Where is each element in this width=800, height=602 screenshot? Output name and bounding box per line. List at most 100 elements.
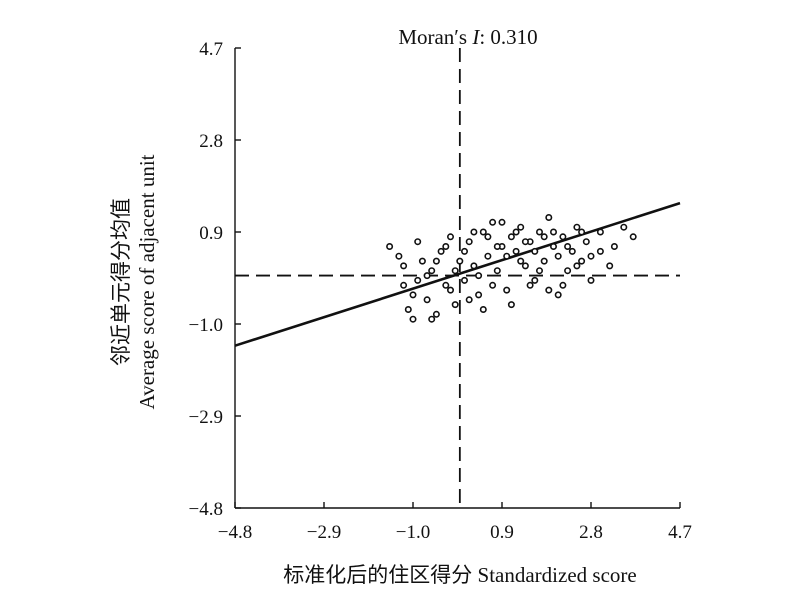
data-point xyxy=(442,243,450,251)
y-tick-label: 2.8 xyxy=(199,131,223,152)
data-point xyxy=(521,238,529,246)
data-point xyxy=(526,281,534,289)
y-axis-label-en: Average score of adjacent unit xyxy=(135,154,159,409)
x-tick-label: −1.0 xyxy=(396,522,430,543)
data-point xyxy=(564,243,572,251)
data-point xyxy=(629,233,637,241)
data-point xyxy=(503,252,511,260)
x-tick-label: 0.9 xyxy=(490,522,514,543)
data-point xyxy=(493,243,501,251)
data-point xyxy=(596,228,604,236)
data-point xyxy=(470,262,478,270)
data-point xyxy=(559,233,567,241)
data-point xyxy=(531,276,539,284)
y-tick-label: 4.7 xyxy=(199,39,223,60)
data-point xyxy=(489,218,497,226)
chart-title: Moran′s I: 0.310 xyxy=(398,25,537,49)
data-point xyxy=(479,305,487,313)
data-point xyxy=(578,257,586,265)
data-point xyxy=(493,267,501,275)
data-point xyxy=(484,233,492,241)
data-point xyxy=(404,305,412,313)
data-point xyxy=(549,243,557,251)
data-point xyxy=(610,243,618,251)
chart-title-suffix: : 0.310 xyxy=(479,25,537,49)
data-point xyxy=(582,238,590,246)
y-tick-label: 0.9 xyxy=(199,223,223,244)
data-point xyxy=(554,252,562,260)
data-point xyxy=(517,257,525,265)
data-point xyxy=(564,267,572,275)
data-point xyxy=(414,238,422,246)
data-point xyxy=(540,257,548,265)
data-point xyxy=(498,218,506,226)
data-point xyxy=(400,262,408,270)
data-point xyxy=(470,228,478,236)
plot-area xyxy=(234,48,681,508)
data-point xyxy=(451,267,459,275)
y-axis-label-cn: 邻近单元得分均值 xyxy=(109,198,133,366)
data-point xyxy=(432,310,440,318)
data-point xyxy=(428,267,436,275)
data-point xyxy=(503,286,511,294)
data-point xyxy=(568,247,576,255)
data-point xyxy=(442,281,450,289)
data-point xyxy=(517,223,525,231)
data-point xyxy=(549,228,557,236)
data-point xyxy=(521,262,529,270)
y-tick-label: −2.9 xyxy=(189,407,223,428)
chart-title-italic: I xyxy=(471,25,480,49)
data-point xyxy=(400,281,408,289)
data-point xyxy=(620,223,628,231)
regression-line xyxy=(234,201,681,347)
data-point xyxy=(475,291,483,299)
data-point xyxy=(535,228,543,236)
data-point xyxy=(578,228,586,236)
data-point xyxy=(484,252,492,260)
data-point xyxy=(386,243,394,251)
data-point xyxy=(432,257,440,265)
data-point xyxy=(418,257,426,265)
data-point xyxy=(409,315,417,323)
data-point xyxy=(606,262,614,270)
data-point xyxy=(535,267,543,275)
data-point xyxy=(465,238,473,246)
x-tick-label: 4.7 xyxy=(668,522,692,543)
data-point xyxy=(531,247,539,255)
data-point xyxy=(437,247,445,255)
data-point xyxy=(451,301,459,309)
data-point xyxy=(479,228,487,236)
data-point xyxy=(573,223,581,231)
x-tick-label: −2.9 xyxy=(307,522,341,543)
x-tick-label: −4.8 xyxy=(218,522,252,543)
data-point xyxy=(596,247,604,255)
data-point xyxy=(465,296,473,304)
data-point xyxy=(446,286,454,294)
data-point xyxy=(395,252,403,260)
data-point xyxy=(587,252,595,260)
data-point xyxy=(423,272,431,280)
data-point xyxy=(507,233,515,241)
data-point xyxy=(554,291,562,299)
chart-title-prefix: Moran′s xyxy=(398,25,472,49)
data-point xyxy=(423,296,431,304)
data-points xyxy=(386,214,637,323)
data-point xyxy=(428,315,436,323)
data-point xyxy=(489,281,497,289)
x-tick-label: 2.8 xyxy=(579,522,603,543)
data-point xyxy=(507,301,515,309)
data-point xyxy=(512,247,520,255)
y-tick-label: −1.0 xyxy=(189,315,223,336)
data-point xyxy=(573,262,581,270)
data-point xyxy=(559,281,567,289)
axes: 4.7 2.8 0.9 −1.0 −2.9 −4.8−4.8 −2.9 −1.0 0.9 2.8 4… xyxy=(189,39,692,543)
data-point xyxy=(475,272,483,280)
data-point xyxy=(409,291,417,299)
data-point xyxy=(587,276,595,284)
data-point xyxy=(460,276,468,284)
data-point xyxy=(540,233,548,241)
data-point xyxy=(545,214,553,222)
data-point xyxy=(446,233,454,241)
x-axis-label: 标准化后的住区得分 Standardized score xyxy=(283,563,636,587)
